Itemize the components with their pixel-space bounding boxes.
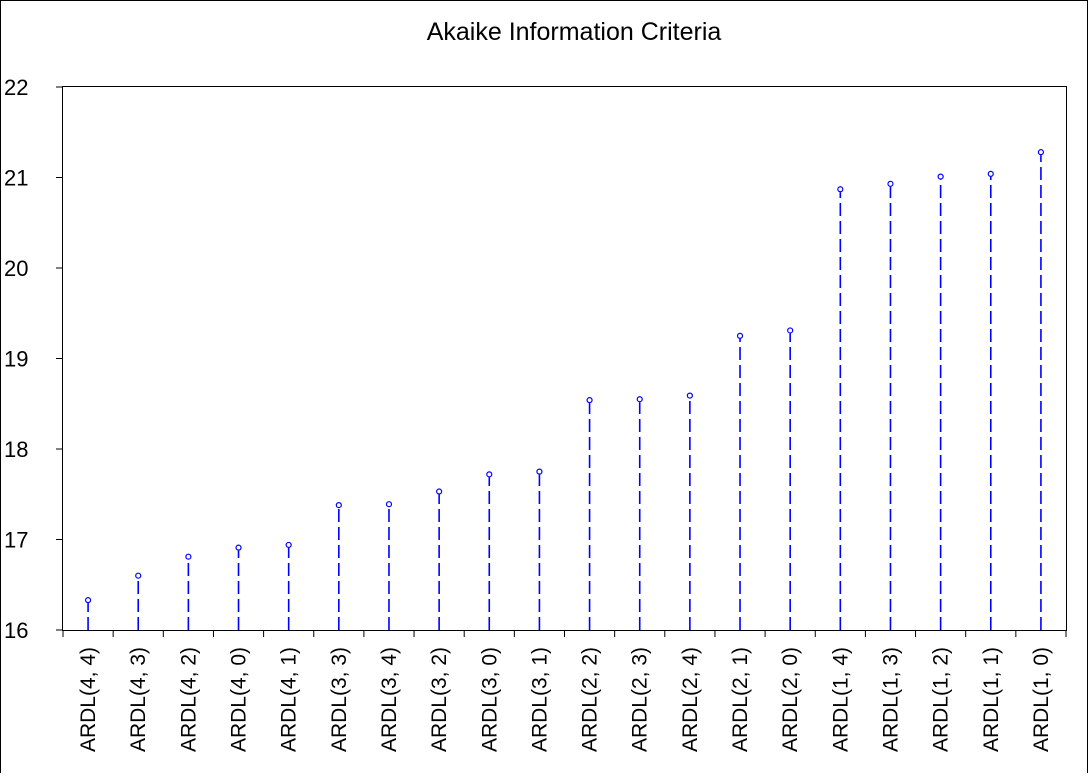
- x-tick-label: ARDL(1, 0): [1030, 647, 1053, 752]
- data-point: [84, 597, 92, 604]
- data-point: [185, 553, 192, 560]
- y-axis: 16 17 18 19 20 21 22: [4, 75, 63, 643]
- data-point: [987, 170, 994, 177]
- x-tick-label: ARDL(1, 3): [879, 647, 902, 752]
- x-tick-label: ARDL(2, 3): [629, 647, 652, 752]
- data-point: [436, 488, 443, 495]
- data-point: [235, 544, 242, 551]
- data-point: [736, 332, 744, 339]
- y-tick-label: 21: [4, 166, 28, 191]
- data-point: [536, 468, 543, 475]
- x-tick-label: ARDL(2, 4): [679, 647, 702, 752]
- x-tick-label: ARDL(4, 3): [127, 647, 150, 752]
- x-tick-label: ARDL(4, 2): [177, 647, 200, 752]
- x-tick-label: ARDL(2, 2): [579, 647, 602, 752]
- data-point: [135, 572, 142, 579]
- x-tick-label: ARDL(2, 0): [779, 647, 802, 752]
- chart-title: Akaike Information Criteria: [427, 18, 722, 46]
- data-point: [686, 392, 693, 399]
- x-tick-label: ARDL(3, 3): [328, 647, 351, 752]
- x-axis: ARDL(4, 4) ARDL(4, 3) ARDL(4, 2) ARDL(4, 0)…: [62, 630, 1067, 752]
- data-point: [636, 396, 643, 403]
- x-tick-label: ARDL(4, 1): [278, 647, 301, 752]
- data-point: [837, 186, 844, 193]
- x-tick-label: ARDL(1, 4): [829, 647, 852, 752]
- data-point: [385, 501, 393, 508]
- x-tick-label: ARDL(3, 4): [378, 647, 401, 752]
- x-tick-label: ARDL(1, 1): [980, 647, 1003, 752]
- x-tick-label: ARDL(1, 2): [930, 647, 953, 752]
- x-tick-label: ARDL(3, 1): [528, 647, 551, 752]
- data-point: [887, 180, 894, 187]
- x-tick-label: ARDL(2, 1): [729, 647, 752, 752]
- data-point: [486, 471, 493, 478]
- plot-area: [62, 86, 1067, 631]
- y-tick-label: 18: [4, 437, 28, 462]
- y-tick-label: 19: [4, 347, 28, 372]
- data-point: [285, 541, 292, 549]
- y-tick-label: 17: [4, 528, 28, 553]
- data-point: [335, 502, 342, 509]
- y-tick-label: 22: [4, 75, 28, 100]
- x-tick-label: ARDL(3, 0): [478, 647, 501, 752]
- data-point: [586, 397, 593, 404]
- series-marks: [84, 149, 1045, 630]
- data-point: [937, 173, 944, 180]
- data-point: [1037, 149, 1045, 156]
- x-tick-label: ARDL(4, 0): [228, 647, 251, 752]
- y-tick-label: 16: [4, 618, 28, 643]
- data-point: [787, 327, 794, 334]
- x-tick-label: ARDL(4, 4): [77, 647, 100, 752]
- x-tick-label: ARDL(3, 2): [428, 647, 451, 752]
- y-tick-label: 20: [4, 256, 28, 281]
